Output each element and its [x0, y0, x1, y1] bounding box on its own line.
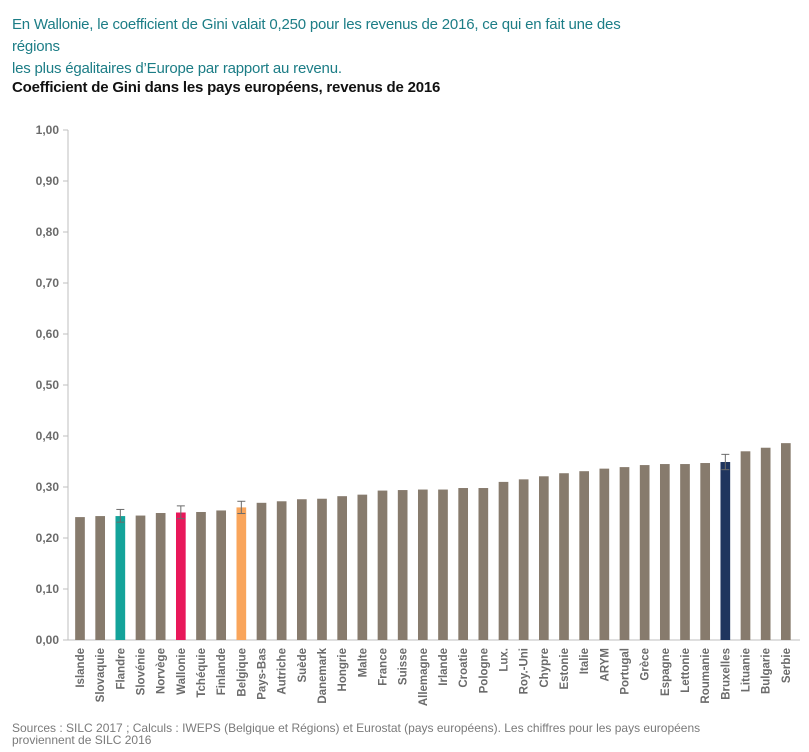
x-tick-label: Allemagne [418, 648, 430, 706]
bar [276, 501, 287, 640]
bar [296, 499, 307, 640]
x-tick-label: Pologne [478, 648, 490, 693]
x-tick-label: Estonie [559, 648, 571, 690]
x-tick-label: Lituanie [741, 648, 753, 692]
bar [518, 479, 529, 640]
x-tick-label: Lettonie [680, 648, 692, 693]
bar [357, 494, 368, 640]
y-axis: 0,00 0,10 0,20 0,30 0,40 0,50 0,60 0,70 0,80 0,90… [36, 123, 800, 647]
x-tick-label: Pays-Bas [257, 648, 269, 700]
bar [175, 512, 186, 640]
x-tick-label: Wallonie [176, 648, 188, 695]
bar [720, 462, 731, 640]
y-tick-label: 0,80 [36, 225, 60, 239]
x-tick-label: Bulgarie [761, 648, 773, 694]
x-tick-label: Irlande [438, 648, 450, 686]
bar [458, 488, 469, 640]
x-axis-labels: Islande Slovaquie Flandre Slovénie Norvège Wa… [75, 647, 793, 706]
bar [760, 447, 771, 640]
bar [559, 473, 569, 640]
x-tick-label: Flandre [115, 648, 127, 690]
x-tick-label: Serbie [781, 648, 793, 683]
x-tick-label: Autriche [277, 648, 289, 695]
bar [639, 465, 650, 640]
x-tick-label: Grèce [640, 648, 652, 681]
x-tick-label: Danemark [317, 647, 329, 703]
y-tick-label: 0,70 [36, 276, 60, 290]
bar [236, 507, 247, 640]
y-tick-label: 0,60 [36, 327, 60, 341]
bar [75, 517, 85, 640]
x-tick-label: Malte [357, 648, 369, 677]
bar [700, 463, 711, 640]
y-tick-label: 0,20 [36, 531, 60, 545]
x-tick-label: Bruxelles [720, 648, 732, 700]
bar [115, 516, 126, 640]
y-tick-label: 1,00 [36, 123, 60, 137]
bar [135, 515, 146, 640]
x-tick-label: Norvège [156, 648, 168, 694]
x-tick-label: Portugal [620, 648, 632, 695]
x-tick-label: Lux. [499, 648, 511, 672]
x-tick-label: Croatie [458, 648, 470, 688]
x-tick-label: Roy.-Uni [519, 648, 531, 694]
bar [579, 471, 590, 640]
bar [155, 513, 166, 640]
bar [397, 490, 408, 640]
x-tick-label: Belgique [236, 648, 248, 697]
gini-bar-chart: 0,00 0,10 0,20 0,30 0,40 0,50 0,60 0,70 0,80 0,90… [36, 123, 800, 706]
y-tick-label: 0,10 [36, 582, 60, 596]
bar [478, 488, 489, 640]
bar [337, 496, 348, 640]
x-tick-label: Italie [579, 648, 591, 674]
bar [659, 464, 670, 640]
bar [599, 468, 610, 640]
y-tick-label: 0,90 [36, 174, 60, 188]
source-line-1: Sources : SILC 2017 ; Calculs : IWEPS (B… [12, 721, 701, 735]
x-tick-label: Espagne [660, 648, 672, 696]
bars [75, 443, 791, 640]
chart-title: Coefficient de Gini dans les pays europé… [12, 79, 441, 96]
y-tick-label: 0,40 [36, 429, 60, 443]
bar [780, 443, 791, 640]
bar [417, 489, 428, 640]
intro-text: En Wallonie, le coefficient de Gini vala… [12, 14, 652, 80]
x-tick-label: Roumanie [700, 648, 712, 704]
y-tick-label: 0,30 [36, 480, 60, 494]
x-tick-label: ARYM [599, 648, 611, 681]
intro-line-1: En Wallonie, le coefficient de Gini vala… [12, 16, 621, 55]
x-tick-label: Hongrie [337, 648, 349, 691]
bar [740, 451, 751, 640]
source-line-2: proviennent de SILC 2016 [12, 733, 152, 747]
bar [538, 476, 549, 640]
y-tick-label: 0,00 [36, 633, 60, 647]
bar [95, 516, 106, 640]
x-tick-label: Finlande [216, 648, 228, 695]
bar [256, 502, 267, 640]
bar [619, 467, 630, 640]
x-tick-label: Chypre [539, 648, 551, 688]
x-tick-label: Tchéquie [196, 648, 208, 698]
bar [438, 489, 448, 640]
bar [196, 511, 206, 640]
x-tick-label: Suède [297, 648, 309, 683]
x-tick-label: Islande [75, 648, 87, 688]
bar [317, 498, 327, 640]
bar [680, 464, 690, 640]
intro-line-2: les plus égalitaires d’Europe par rappor… [12, 60, 342, 77]
bar [216, 510, 227, 640]
x-tick-label: Suisse [398, 648, 410, 685]
y-tick-label: 0,50 [36, 378, 60, 392]
bar [377, 490, 388, 640]
x-tick-label: Slovénie [136, 648, 148, 695]
source-note: Sources : SILC 2017 ; Calculs : IWEPS (B… [12, 722, 792, 746]
error-bars [116, 453, 730, 523]
x-tick-label: Slovaquie [95, 648, 107, 702]
bar [498, 481, 509, 640]
x-tick-label: France [378, 648, 390, 686]
